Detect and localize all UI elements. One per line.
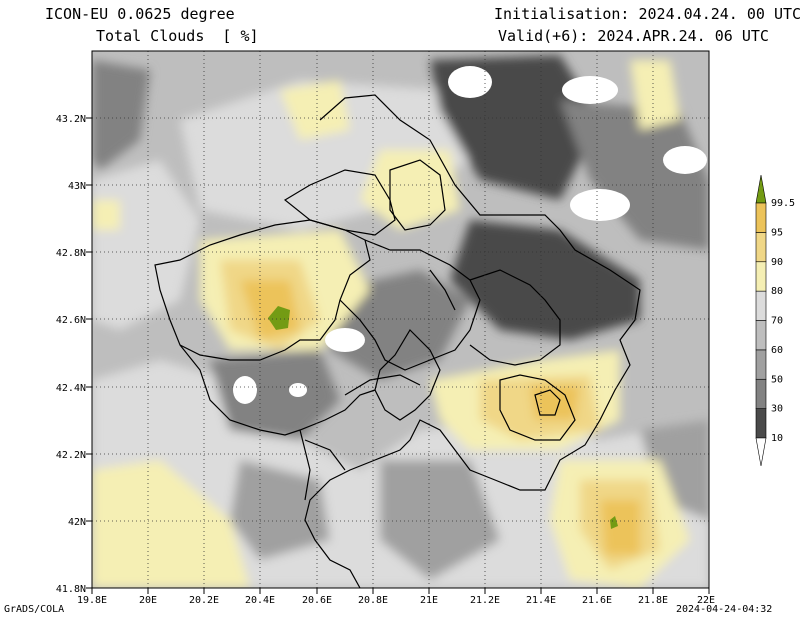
colorbar-label: 10 bbox=[771, 433, 783, 444]
colorbar-label: 60 bbox=[771, 345, 783, 356]
colorbar-swatch bbox=[755, 202, 767, 233]
lon-label: 21.2E bbox=[470, 595, 500, 606]
lat-label: 42.2N bbox=[56, 450, 86, 461]
lon-label: 20E bbox=[139, 595, 157, 606]
colorbar-top-triangle bbox=[755, 174, 767, 204]
lon-label: 19.8E bbox=[77, 595, 107, 606]
lat-label: 43N bbox=[68, 181, 86, 192]
colorbar-swatch bbox=[755, 378, 767, 409]
lon-label: 20.4E bbox=[245, 595, 275, 606]
cloud-field bbox=[92, 51, 709, 588]
lon-label: 22E bbox=[697, 595, 715, 606]
initialisation-time: Initialisation: 2024.04.24. 00 UTC bbox=[494, 5, 800, 23]
lon-label: 20.6E bbox=[302, 595, 332, 606]
colorbar-swatch bbox=[755, 349, 767, 380]
lon-label: 20.2E bbox=[189, 595, 219, 606]
lat-label: 42N bbox=[68, 517, 86, 528]
colorbar-swatch bbox=[755, 261, 767, 292]
lon-label: 21E bbox=[420, 595, 438, 606]
model-title: ICON-EU 0.0625 degree bbox=[45, 5, 235, 23]
lat-label: 42.8N bbox=[56, 248, 86, 259]
colorbar-swatch bbox=[755, 290, 767, 321]
lat-label: 42.6N bbox=[56, 315, 86, 326]
lon-labels: 19.8E 20E 20.2E 20.4E 20.6E 20.8E 21E 21… bbox=[77, 595, 715, 606]
colorbar-swatch bbox=[755, 408, 767, 439]
generation-timestamp: 2024-04-24-04:32 bbox=[676, 604, 773, 615]
colorbar-label: 99.5 bbox=[771, 198, 795, 209]
lat-label: 42.4N bbox=[56, 383, 86, 394]
lon-label: 21.8E bbox=[638, 595, 668, 606]
lat-labels: 41.8N 42N 42.2N 42.4N 42.6N 42.8N 43N 43… bbox=[56, 114, 86, 595]
colorbar-label: 30 bbox=[771, 404, 783, 415]
colorbar-label: 70 bbox=[771, 316, 783, 327]
field-title: Total Clouds [ %] bbox=[96, 27, 259, 45]
colorbar-swatch bbox=[755, 232, 767, 263]
colorbar-label: 50 bbox=[771, 374, 783, 385]
colorbar-label: 80 bbox=[771, 286, 783, 297]
colorbar-bottom-triangle bbox=[755, 437, 767, 467]
axis-ticks bbox=[86, 117, 710, 594]
lon-label: 21.4E bbox=[526, 595, 556, 606]
colorbar-swatch bbox=[755, 320, 767, 351]
colorbar-label: 95 bbox=[771, 227, 783, 238]
lon-label: 20.8E bbox=[358, 595, 388, 606]
graticule bbox=[92, 51, 709, 588]
colorbar-label: 90 bbox=[771, 257, 783, 268]
grads-credit: GrADS/COLA bbox=[4, 604, 65, 615]
lat-label: 41.8N bbox=[56, 584, 86, 595]
lon-label: 21.6E bbox=[582, 595, 612, 606]
valid-time: Valid(+6): 2024.APR.24. 06 UTC bbox=[498, 27, 769, 45]
colorbar: 10 30 50 60 70 80 90 95 99.5 bbox=[755, 174, 795, 467]
lat-label: 43.2N bbox=[56, 114, 86, 125]
